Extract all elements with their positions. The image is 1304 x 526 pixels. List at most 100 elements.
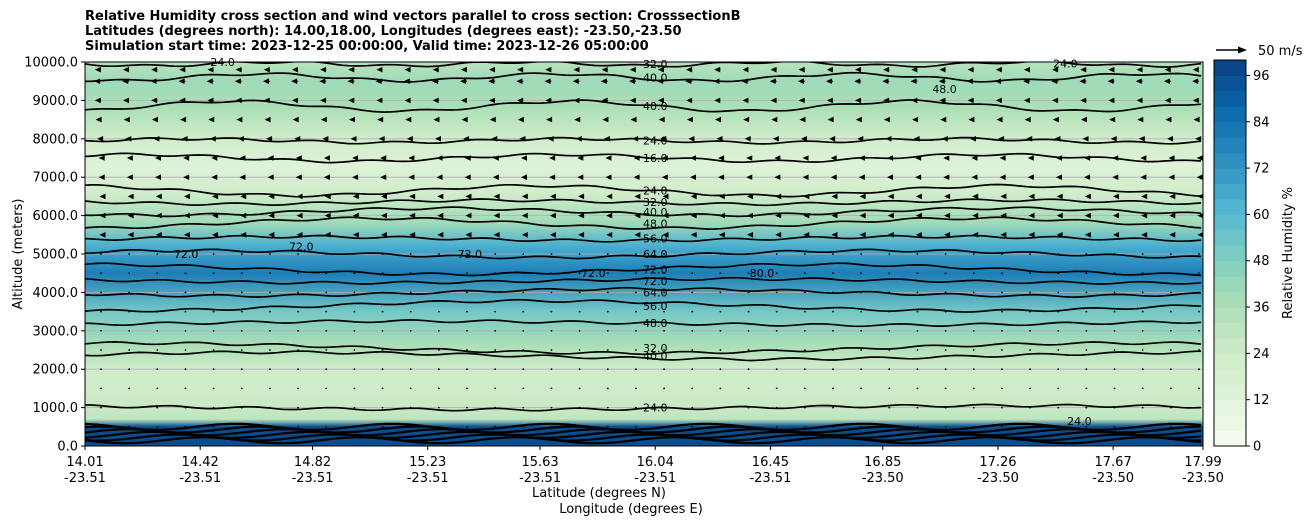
wind-vector-head [944,193,951,200]
wind-vector-head [657,66,664,73]
wind-vector [522,425,525,428]
wind-vector [128,253,131,255]
wind-vector [1113,368,1116,371]
wind-vector [635,387,637,390]
wind-vector-head [690,193,697,200]
wind-vector-head [212,212,219,219]
wind-vector-head [859,232,866,238]
wind-vector [578,349,581,351]
wind-vector [860,425,863,428]
wind-vector-head [292,116,299,123]
wind-vector-head [883,116,890,123]
wind-vector-head [178,78,185,84]
wind-vector [100,291,102,294]
wind-vector-head [634,212,641,219]
wind-vector-head [1052,97,1059,104]
wind-vector-head [267,155,274,161]
colorbar-band [1214,368,1246,385]
wind-vector [409,272,412,275]
wind-vector [691,387,694,390]
wind-vector-head [606,193,613,200]
wind-vector [1198,310,1200,313]
colorbar-bands [1214,60,1246,447]
wind-vector [1057,253,1060,255]
wind-vector [719,349,722,351]
wind-vector-head [915,212,922,219]
wind-vector [578,406,581,409]
wind-vector [972,253,975,255]
wind-vector [325,291,328,294]
wind-vector-head [855,116,862,123]
wind-vector-head [744,136,751,142]
wind-vector-head [686,116,693,123]
y-tick-label: 4000.0 [33,286,79,301]
wind-vector-head [151,116,158,123]
x-tick-label-lon: -23.51 [634,471,676,486]
wind-vector [522,368,525,371]
wind-vector [128,349,131,351]
wind-vector-head [1163,78,1170,84]
chart-title: Relative Humidity cross section and wind… [85,9,741,54]
colorbar-band [1214,75,1246,92]
wind-vector-head [1000,232,1007,238]
wind-vector [916,368,919,371]
wind-vector [1198,349,1200,351]
wind-vector [212,329,215,332]
wind-vector [1057,368,1060,371]
wind-vector-head [491,136,498,142]
wind-vector-head [797,78,804,84]
wind-vector [437,310,440,313]
wind-vector [663,253,665,255]
wind-vector [494,253,497,255]
wind-vector-head [549,155,556,161]
wind-vector [1169,253,1172,255]
wind-vector [606,349,609,351]
wind-vector [1198,425,1200,428]
wind-vector [747,368,750,371]
wind-vector [747,329,750,332]
wind-vector [606,387,609,390]
contour-line [85,234,1202,243]
wind-vector [775,406,778,409]
wind-vector-head [378,136,385,142]
wind-vector [606,310,609,313]
wind-vector-head [435,136,442,142]
wind-vector-head [179,97,186,104]
wind-vector [663,406,665,409]
wind-vector-head [830,174,837,180]
wind-vector-head [320,97,327,104]
wind-vector-head [268,193,275,200]
wind-vector [494,291,497,294]
wind-vector-head [460,78,467,84]
wind-vector-head [910,78,917,84]
wind-vector [1113,272,1116,275]
wind-vector-head [294,136,301,142]
wind-vector-head [180,116,187,123]
wind-vector-head [690,232,697,238]
wind-vector-head [941,136,948,142]
contour-line [85,62,1202,68]
wind-vector [381,329,384,332]
wind-vector [944,291,947,294]
wind-vector [437,387,440,390]
wind-vector [437,253,440,255]
wind-vector-head [549,232,556,238]
wind-vector-head [352,174,359,180]
wind-vector-head [1023,78,1030,84]
wind-vector [719,425,722,428]
wind-vector [832,272,834,275]
wind-vector-head [634,232,641,238]
wind-vector-head [803,232,810,238]
wind-vector-head [661,155,668,161]
wind-vector-head [492,174,499,180]
wind-vector-head [433,116,440,123]
wind-vector [1057,310,1060,313]
wind-vector-head [380,155,387,161]
wind-vector [240,406,243,409]
wind-vector-head [463,136,470,142]
wind-vector-head [1000,193,1007,200]
wind-vector-head [1084,193,1091,200]
wind-vector [888,310,891,313]
wind-vector [353,387,356,390]
